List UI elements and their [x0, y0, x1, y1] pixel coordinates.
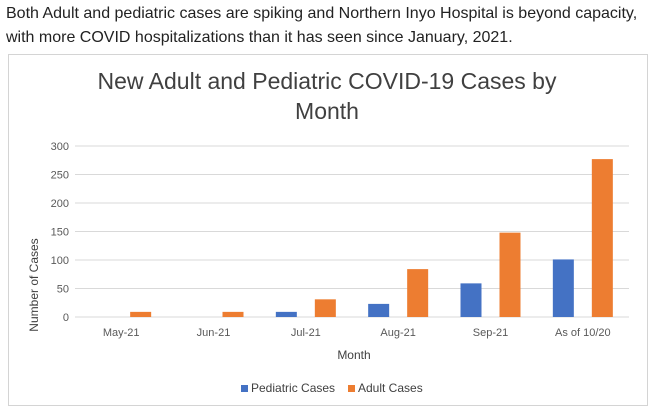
x-tick-label: Jun-21: [197, 327, 231, 339]
chart-container: New Adult and Pediatric COVID-19 Cases b…: [8, 54, 648, 406]
bar-adult-cases: [407, 269, 429, 317]
x-tick-label: Jul-21: [291, 327, 321, 339]
bar-chart: New Adult and Pediatric COVID-19 Cases b…: [27, 68, 629, 395]
chart-title: New Adult and Pediatric COVID-19 Cases b…: [98, 68, 557, 124]
bars: [130, 159, 613, 317]
y-tick-label: 50: [57, 284, 69, 296]
y-tick-label: 200: [51, 198, 69, 210]
bar-adult-cases: [591, 159, 613, 317]
chart-title-line-2: Month: [295, 98, 359, 124]
bar-adult-cases: [222, 311, 244, 317]
gridlines: [75, 145, 629, 318]
x-tick-label: May-21: [103, 327, 140, 339]
y-tick-label: 0: [63, 312, 69, 324]
x-axis-ticks: May-21 Jun-21 Jul-21 Aug-21 Sep-21 As of 10/2…: [103, 327, 611, 339]
y-axis-ticks: 0 50 100 150 200 250 300: [51, 141, 69, 324]
bar-pediatric-cases: [275, 311, 297, 317]
bar-pediatric-cases: [460, 283, 482, 317]
chart-title-line-1: New Adult and Pediatric COVID-19 Cases b…: [98, 68, 557, 94]
y-tick-label: 300: [51, 141, 69, 153]
legend-label: Pediatric Cases: [251, 381, 335, 395]
legend-swatch: [348, 385, 355, 392]
bar-adult-cases: [314, 299, 336, 317]
y-axis-label: Number of Cases: [27, 238, 41, 331]
bar-pediatric-cases: [368, 303, 390, 317]
legend-swatch: [241, 385, 248, 392]
y-tick-label: 250: [51, 170, 69, 182]
x-tick-label: Sep-21: [473, 327, 508, 339]
bar-pediatric-cases: [552, 259, 574, 317]
x-tick-label: Aug-21: [380, 327, 415, 339]
y-tick-label: 100: [51, 255, 69, 267]
legend-label: Adult Cases: [358, 381, 423, 395]
y-tick-label: 150: [51, 227, 69, 239]
intro-paragraph: Both Adult and pediatric cases are spiki…: [6, 5, 638, 46]
legend: Pediatric Cases Adult Cases: [241, 381, 423, 395]
bar-adult-cases: [130, 311, 152, 317]
bar-adult-cases: [499, 232, 521, 317]
x-axis-label: Month: [337, 348, 370, 362]
x-tick-label: As of 10/20: [555, 327, 611, 339]
